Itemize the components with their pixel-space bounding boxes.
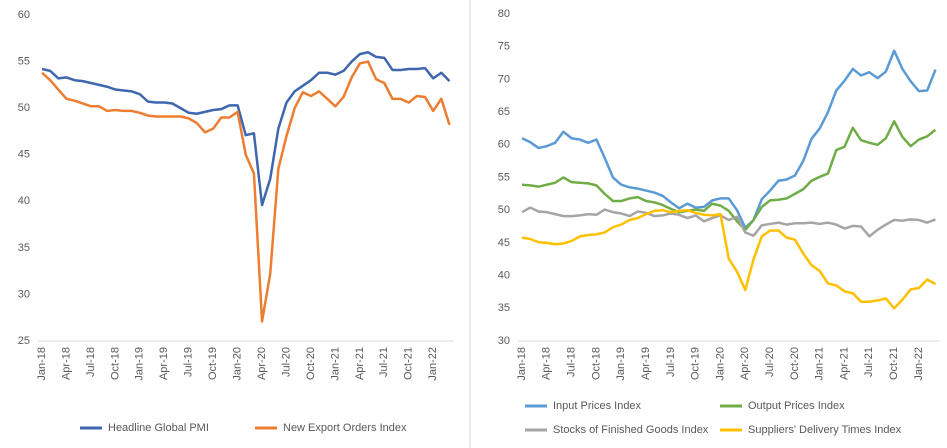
x-tick-label: Jan-19 [134, 347, 146, 381]
y-tick-label: 40 [18, 195, 30, 207]
line-series [41, 60, 451, 323]
y-tick-label: 60 [498, 139, 510, 151]
line-series [521, 49, 937, 230]
x-tick-label: Jul-20 [280, 347, 292, 377]
y-tick-label: 30 [18, 288, 30, 300]
x-tick-label: Oct-19 [207, 347, 219, 380]
line-series [521, 208, 937, 310]
x-tick-label: Jan-18 [516, 347, 528, 381]
y-tick-label: 80 [498, 8, 510, 20]
x-tick-label: Jul-21 [378, 347, 390, 377]
x-tick-label: Oct-18 [109, 347, 121, 380]
x-tick-label: Jan-21 [814, 347, 826, 381]
legend-label: Stocks of Finished Goods Index [553, 424, 709, 436]
x-tick-label: Jan-22 [427, 347, 439, 381]
x-tick-label: Oct-20 [305, 347, 317, 380]
x-tick-label: Jan-19 [615, 347, 627, 381]
y-tick-label: 40 [498, 270, 510, 282]
x-tick-label: Apr-20 [739, 347, 751, 380]
y-tick-label: 55 [18, 55, 30, 67]
line-series [521, 206, 936, 238]
x-tick-label: Oct-21 [403, 347, 415, 380]
x-tick-label: Apr-20 [256, 347, 268, 380]
x-tick-label: Jul-20 [764, 347, 776, 377]
x-tick-label: Apr-18 [541, 347, 553, 380]
x-tick-label: Oct-20 [789, 347, 801, 380]
x-tick-label: Oct-19 [690, 347, 702, 380]
y-tick-label: 50 [498, 204, 510, 216]
x-tick-label: Jul-18 [566, 347, 578, 377]
x-tick-label: Jan-18 [36, 347, 48, 381]
x-tick-label: Jul-19 [183, 347, 195, 377]
y-tick-label: 35 [498, 302, 510, 314]
line-series [41, 51, 451, 207]
x-tick-label: Jul-21 [863, 347, 875, 377]
x-tick-label: Jan-20 [714, 347, 726, 381]
x-tick-label: Jan-22 [913, 347, 925, 381]
y-tick-label: 25 [18, 335, 30, 347]
x-tick-label: Jan-20 [232, 347, 244, 381]
y-tick-label: 55 [498, 171, 510, 183]
x-tick-label: Apr-21 [838, 347, 850, 380]
legend-label: Input Prices Index [553, 400, 642, 412]
y-tick-label: 45 [498, 237, 510, 249]
y-tick-label: 65 [498, 106, 510, 118]
legend-label: Headline Global PMI [108, 422, 209, 434]
x-tick-label: Jan-21 [329, 347, 341, 381]
y-tick-label: 45 [18, 149, 30, 161]
x-tick-label: Apr-18 [60, 347, 72, 380]
x-tick-label: Jul-19 [665, 347, 677, 377]
legend-label: Suppliers' Delivery Times Index [748, 424, 902, 436]
y-tick-label: 50 [18, 102, 30, 114]
y-tick-label: 30 [498, 335, 510, 347]
x-tick-label: Apr-19 [158, 347, 170, 380]
y-tick-label: 35 [18, 242, 30, 254]
legend-label: New Export Orders Index [283, 422, 407, 434]
x-tick-label: Oct-21 [888, 347, 900, 380]
x-tick-label: Apr-21 [354, 347, 366, 380]
y-tick-label: 70 [498, 73, 510, 85]
x-tick-label: Oct-18 [590, 347, 602, 380]
legend-label: Output Prices Index [748, 400, 845, 412]
y-tick-label: 60 [18, 9, 30, 21]
y-tick-label: 75 [498, 41, 510, 53]
x-tick-label: Jul-18 [85, 347, 97, 377]
line-series [521, 120, 937, 232]
x-tick-label: Apr-19 [640, 347, 652, 380]
